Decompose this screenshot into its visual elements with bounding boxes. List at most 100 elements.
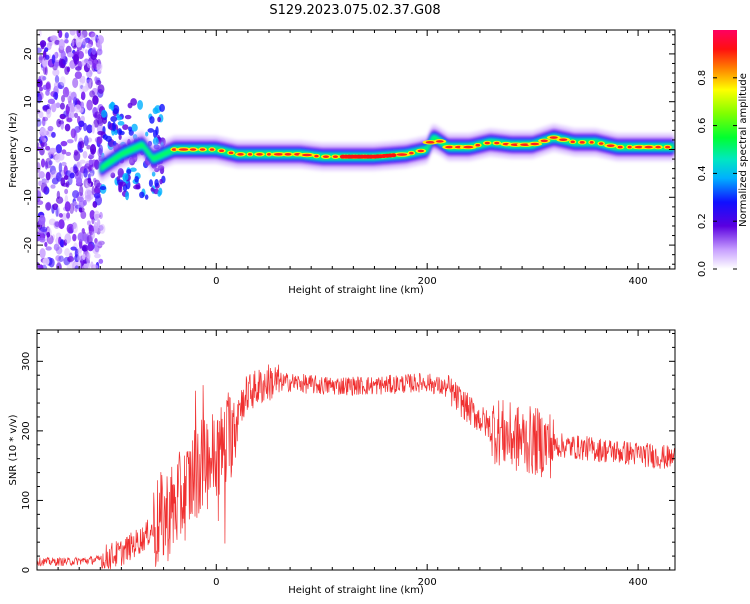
- noise-speckle: [49, 165, 56, 175]
- ridge-hotspot-red: [219, 149, 225, 152]
- ridge-hotspot-red: [627, 145, 632, 149]
- noise-speckle: [91, 47, 97, 55]
- noise-speckle: [90, 32, 97, 41]
- noise-speckle: [61, 94, 65, 103]
- noise-speckle: [80, 210, 87, 220]
- noise-speckle: [97, 84, 105, 94]
- noise-speckle: [99, 211, 103, 220]
- noise-speckle: [79, 185, 84, 197]
- spectrogram-ridge: [100, 123, 674, 183]
- noise-speckle: [73, 163, 78, 175]
- noise-speckle: [83, 168, 88, 178]
- noise-speckle: [75, 177, 83, 186]
- noise-speckle: [47, 125, 54, 132]
- noise-speckle: [76, 104, 81, 110]
- noise-speckle: [130, 98, 137, 106]
- noise-speckle: [93, 221, 99, 233]
- colorbar-tick-label-1: 0.2: [697, 213, 708, 229]
- ridge-hotspot-red: [617, 145, 623, 149]
- ridge-hotspot-red: [445, 145, 454, 149]
- ridge-hotspot-red: [559, 138, 568, 142]
- noise-speckle: [91, 264, 99, 269]
- noise-speckle: [96, 48, 103, 56]
- noise-speckle: [38, 264, 44, 269]
- noise-speckle: [72, 190, 80, 199]
- noise-speckle: [86, 234, 93, 245]
- noise-speckle: [58, 213, 63, 218]
- noise-speckle: [81, 253, 86, 260]
- noise-speckle: [79, 141, 85, 149]
- noise-speckle: [38, 111, 44, 119]
- noise-speckle: [61, 161, 67, 166]
- noise-speckle: [46, 231, 51, 238]
- ridge-hotspot-red: [589, 141, 594, 144]
- ridge-hotspot-red: [189, 148, 197, 151]
- noise-speckle: [93, 210, 100, 221]
- noise-speckle: [45, 171, 51, 181]
- noise-speckle: [83, 135, 89, 147]
- noise-speckle: [58, 219, 65, 230]
- noise-speckle: [67, 176, 73, 186]
- noise-speckle: [61, 149, 67, 155]
- noise-speckle: [42, 116, 49, 122]
- noise-speckle: [46, 42, 52, 50]
- noise-speckle: [58, 162, 63, 173]
- spectrogram-panel: 0 200 400 -20 -10 0 10 20 Height of straight l…: [8, 29, 749, 296]
- spectrogram-y-tick-label-1: -10: [23, 189, 34, 205]
- noise-speckle: [87, 177, 92, 184]
- noise-speckle: [65, 151, 72, 156]
- snr-x-tick-label-1: 200: [418, 577, 437, 588]
- noise-speckle: [53, 61, 60, 67]
- noise-speckle: [41, 57, 49, 69]
- noise-speckle: [60, 140, 68, 147]
- spectrogram-y-tick-label-2: 0: [23, 146, 34, 152]
- noise-speckle: [46, 108, 52, 119]
- noise-speckle: [38, 171, 45, 179]
- spectrogram-x-ticks: 0 200 400: [57, 30, 671, 287]
- noise-speckle: [81, 264, 89, 269]
- noise-speckle: [89, 168, 95, 177]
- noise-speckle: [70, 246, 77, 251]
- noise-speckle: [39, 127, 47, 137]
- noise-speckle: [49, 147, 57, 154]
- noise-speckle: [89, 209, 96, 220]
- noise-speckle: [82, 150, 88, 159]
- noise-speckle: [58, 30, 63, 39]
- noise-speckle: [37, 146, 42, 152]
- noise-speckle: [137, 99, 144, 110]
- noise-speckle: [42, 257, 50, 266]
- noise-speckle: [51, 131, 56, 138]
- noise-speckle: [45, 89, 50, 96]
- noise-speckle: [117, 167, 124, 178]
- noise-speckle: [151, 171, 156, 177]
- noise-speckle: [79, 81, 84, 93]
- noise-speckle: [50, 184, 56, 189]
- noise-speckle: [64, 248, 71, 257]
- ridge-hotspot-red: [171, 148, 177, 151]
- ridge-hotspot-red: [463, 145, 474, 149]
- snr-series-line: [37, 364, 675, 570]
- noise-speckle: [135, 184, 141, 190]
- ridge-hotspot-red: [494, 141, 500, 145]
- ridge-hotspot-red: [530, 142, 540, 146]
- noise-speckle: [76, 127, 80, 133]
- snr-x-ticks: 0 200 400: [57, 330, 671, 588]
- noise-speckle: [91, 122, 95, 134]
- noise-speckle: [73, 151, 81, 162]
- noise-speckle: [39, 40, 47, 48]
- spectrogram-x-tick-label-2: 400: [629, 276, 648, 287]
- spectrogram-y-tick-label-0: -20: [23, 237, 34, 253]
- snr-y-label: SNR (10 * v/v): [8, 414, 19, 485]
- ridge-hotspot-red: [209, 148, 215, 151]
- noise-speckle: [110, 101, 115, 111]
- spectrogram-y-ticks: -20 -10 0 10 20: [23, 34, 675, 265]
- noise-speckle: [86, 144, 91, 150]
- noise-speckle: [67, 256, 75, 263]
- noise-speckle: [86, 43, 93, 49]
- noise-speckle: [37, 93, 43, 104]
- noise-speckle: [88, 31, 96, 38]
- noise-speckle: [37, 118, 42, 127]
- noise-speckle: [53, 91, 59, 100]
- noise-speckle: [81, 244, 89, 252]
- noise-speckle: [57, 81, 65, 90]
